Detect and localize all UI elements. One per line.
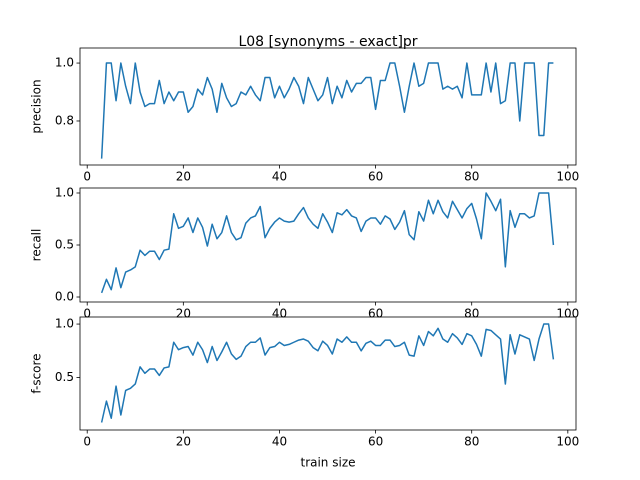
y-tick-label: 0.0	[55, 290, 74, 304]
y-axis-label: recall	[30, 229, 44, 262]
y-tick-label: 0.8	[55, 113, 74, 127]
line-series	[100, 62, 554, 159]
x-tick-label: 80	[464, 170, 479, 184]
x-tick-label: 100	[556, 435, 579, 449]
x-tick-label: 60	[368, 170, 383, 184]
line-series	[100, 323, 555, 423]
y-tick-label: 0.5	[55, 238, 74, 252]
axes-frame	[79, 187, 577, 303]
x-tick-label: 40	[272, 307, 287, 321]
x-axis-label: train size	[300, 456, 355, 470]
x-tick-label: 40	[272, 435, 287, 449]
y-tick-label: 1.0	[55, 56, 74, 70]
x-tick-label: 20	[176, 307, 191, 321]
y-axis-label: f-score	[30, 353, 44, 393]
x-tick-label: 100	[556, 170, 579, 184]
x-tick-label: 0	[83, 307, 91, 321]
axes-frame	[79, 47, 577, 166]
x-tick-label: 20	[176, 435, 191, 449]
x-tick-label: 0	[83, 435, 91, 449]
x-tick-label: 80	[464, 307, 479, 321]
chart-title: L08 [synonyms - exact]pr	[238, 34, 417, 50]
x-tick-label: 40	[272, 170, 287, 184]
x-tick-label: 80	[464, 435, 479, 449]
line-series	[100, 192, 555, 294]
x-tick-label: 0	[83, 170, 91, 184]
x-tick-label: 20	[176, 170, 191, 184]
axes-frame	[79, 316, 577, 431]
x-tick-label: 60	[368, 307, 383, 321]
x-tick-label: 60	[368, 435, 383, 449]
y-tick-label: 0.5	[55, 370, 74, 384]
y-axis-label: precision	[30, 79, 44, 133]
y-tick-label: 1.0	[55, 185, 74, 199]
y-tick-label: 1.0	[55, 317, 74, 331]
